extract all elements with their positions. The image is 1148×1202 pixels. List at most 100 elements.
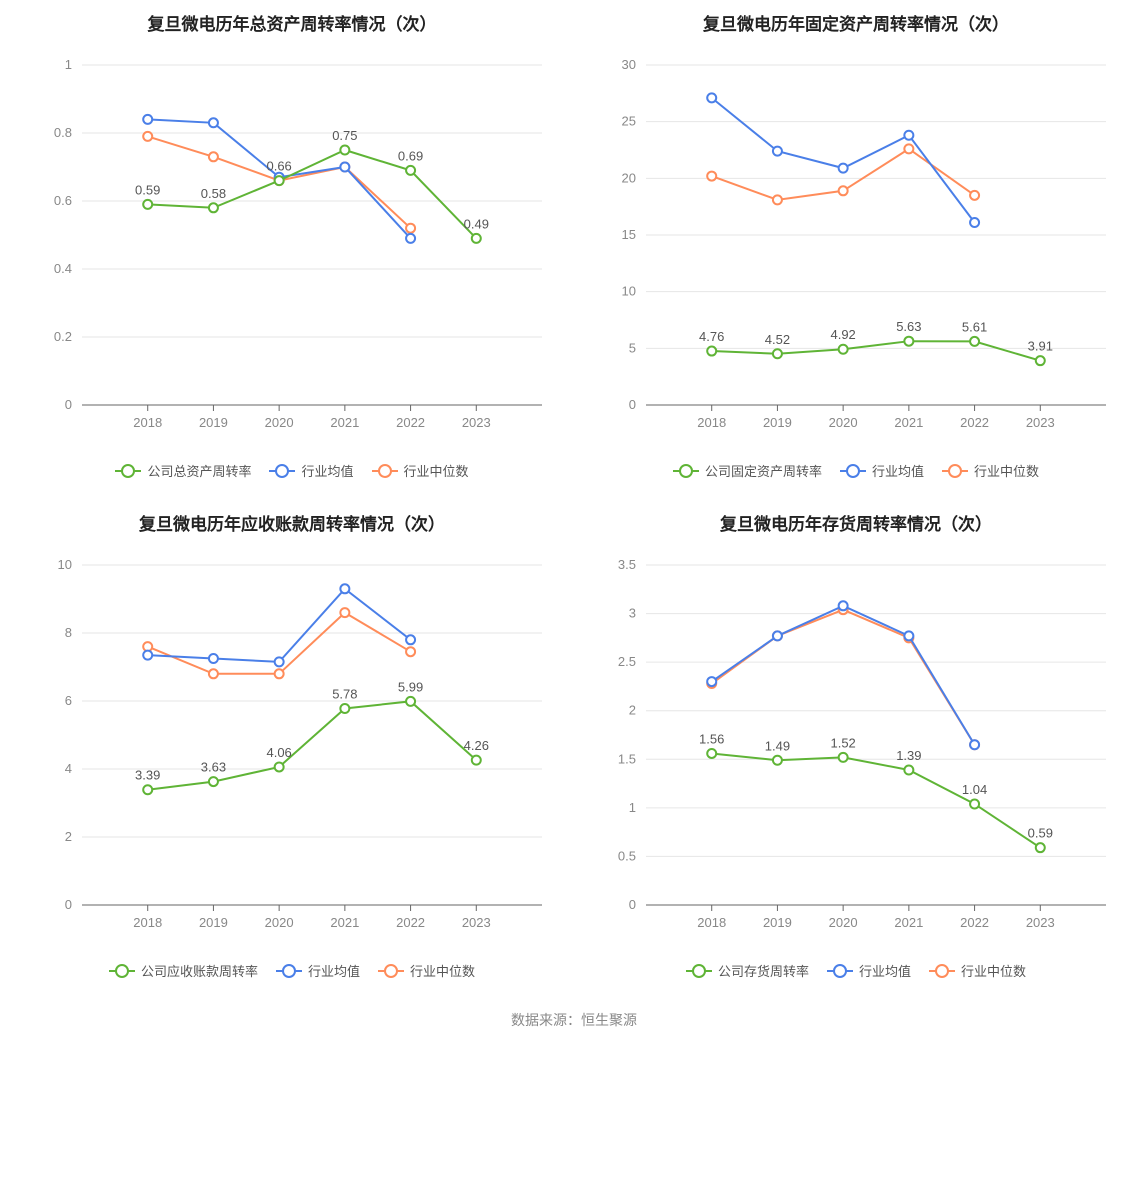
y-tick-label: 8 xyxy=(65,625,72,640)
chart-panel-fixed-asset-turnover: 复旦微电历年固定资产周转率情况（次）0510152025302018201920… xyxy=(584,10,1128,480)
x-tick-label: 2021 xyxy=(330,915,359,930)
data-label: 0.66 xyxy=(266,159,291,174)
y-tick-label: 2 xyxy=(65,829,72,844)
chart-svg: 00.20.40.60.812018201920202021202220230.… xyxy=(20,45,564,445)
y-tick-label: 15 xyxy=(622,227,636,242)
legend: 公司存货周转率行业均值行业中位数 xyxy=(686,961,1026,980)
legend-swatch xyxy=(686,964,712,978)
series-marker-company xyxy=(275,762,284,771)
data-label: 1.52 xyxy=(830,735,855,750)
y-tick-label: 10 xyxy=(58,557,72,572)
series-marker-industry_avg xyxy=(970,218,979,227)
series-line-company xyxy=(148,150,477,238)
legend-swatch xyxy=(372,464,398,478)
legend-swatch xyxy=(942,464,968,478)
series-marker-industry_median xyxy=(707,172,716,181)
x-tick-label: 2021 xyxy=(330,415,359,430)
data-label: 1.56 xyxy=(699,731,724,746)
chart-svg: 00.511.522.533.5201820192020202120222023… xyxy=(584,545,1128,945)
series-marker-industry_avg xyxy=(275,657,284,666)
series-marker-industry_median xyxy=(773,195,782,204)
series-marker-company xyxy=(773,756,782,765)
series-line-company xyxy=(712,341,1041,360)
x-tick-label: 2023 xyxy=(462,415,491,430)
x-tick-label: 2021 xyxy=(894,415,923,430)
data-label: 0.75 xyxy=(332,128,357,143)
y-tick-label: 5 xyxy=(629,340,636,355)
series-marker-company xyxy=(839,753,848,762)
chart-title: 复旦微电历年总资产周转率情况（次） xyxy=(148,10,437,35)
x-tick-label: 2018 xyxy=(133,415,162,430)
y-tick-label: 0.8 xyxy=(54,125,72,140)
legend-item-industry-median: 行业中位数 xyxy=(378,961,475,980)
x-tick-label: 2020 xyxy=(265,415,294,430)
x-tick-label: 2020 xyxy=(265,915,294,930)
series-line-industry_avg xyxy=(148,589,411,662)
series-marker-industry_avg xyxy=(707,93,716,102)
data-label: 3.39 xyxy=(135,768,160,783)
x-tick-label: 2018 xyxy=(697,915,726,930)
y-tick-label: 1 xyxy=(629,800,636,815)
legend-item-company: 公司固定资产周转率 xyxy=(673,461,822,480)
legend-swatch xyxy=(929,964,955,978)
series-marker-company xyxy=(143,785,152,794)
series-marker-company xyxy=(904,337,913,346)
series-marker-company xyxy=(707,347,716,356)
series-marker-company xyxy=(340,704,349,713)
series-marker-industry_avg xyxy=(773,631,782,640)
x-tick-label: 2023 xyxy=(462,915,491,930)
y-tick-label: 3.5 xyxy=(618,557,636,572)
legend-label: 行业均值 xyxy=(301,461,353,480)
data-label: 0.49 xyxy=(464,216,489,231)
series-marker-industry_median xyxy=(209,152,218,161)
series-marker-industry_median xyxy=(970,191,979,200)
series-marker-industry_avg xyxy=(406,635,415,644)
data-label: 5.63 xyxy=(896,319,921,334)
y-tick-label: 0 xyxy=(65,397,72,412)
series-marker-company xyxy=(340,146,349,155)
legend-item-company: 公司总资产周转率 xyxy=(115,461,251,480)
legend-label: 公司应收账款周转率 xyxy=(141,961,258,980)
series-marker-industry_avg xyxy=(839,164,848,173)
source-text: 数据来源：恒生聚源 xyxy=(0,1010,1148,1030)
legend-item-industry-avg: 行业均值 xyxy=(276,961,360,980)
legend-label: 行业均值 xyxy=(872,461,924,480)
legend-label: 行业中位数 xyxy=(961,961,1026,980)
y-tick-label: 6 xyxy=(65,693,72,708)
y-tick-label: 0.5 xyxy=(618,848,636,863)
x-tick-label: 2019 xyxy=(199,415,228,430)
series-line-company xyxy=(712,753,1041,847)
data-label: 0.59 xyxy=(1028,826,1053,841)
series-line-industry_avg xyxy=(712,606,975,745)
legend-label: 行业中位数 xyxy=(410,961,475,980)
series-marker-industry_median xyxy=(275,669,284,678)
y-tick-label: 2.5 xyxy=(618,654,636,669)
data-label: 3.63 xyxy=(201,760,226,775)
data-label: 0.58 xyxy=(201,186,226,201)
series-marker-company xyxy=(1036,356,1045,365)
series-line-company xyxy=(148,701,477,789)
data-label: 4.26 xyxy=(464,738,489,753)
y-tick-label: 0.2 xyxy=(54,329,72,344)
data-label: 1.04 xyxy=(962,782,987,797)
chart-panel-total-asset-turnover: 复旦微电历年总资产周转率情况（次）00.20.40.60.81201820192… xyxy=(20,10,564,480)
legend-label: 行业中位数 xyxy=(974,461,1039,480)
series-marker-industry_avg xyxy=(143,115,152,124)
y-tick-label: 20 xyxy=(622,170,636,185)
series-marker-industry_avg xyxy=(904,631,913,640)
x-tick-label: 2023 xyxy=(1026,415,1055,430)
legend: 公司固定资产周转率 行业均值 行业中位数 xyxy=(673,461,1039,480)
legend-item-industry-avg: 行业均值 xyxy=(840,461,924,480)
y-tick-label: 30 xyxy=(622,57,636,72)
data-label: 4.76 xyxy=(699,329,724,344)
legend-item-industry-median: 行业中位数 xyxy=(942,461,1039,480)
series-marker-industry_avg xyxy=(143,651,152,660)
series-marker-industry_median xyxy=(143,132,152,141)
chart-title: 复旦微电历年应收账款周转率情况（次） xyxy=(139,510,445,535)
y-tick-label: 25 xyxy=(622,114,636,129)
series-marker-industry_avg xyxy=(340,163,349,172)
chart-title: 复旦微电历年固定资产周转率情况（次） xyxy=(703,10,1009,35)
legend-swatch xyxy=(109,964,135,978)
data-label: 5.61 xyxy=(962,319,987,334)
series-marker-company xyxy=(472,756,481,765)
